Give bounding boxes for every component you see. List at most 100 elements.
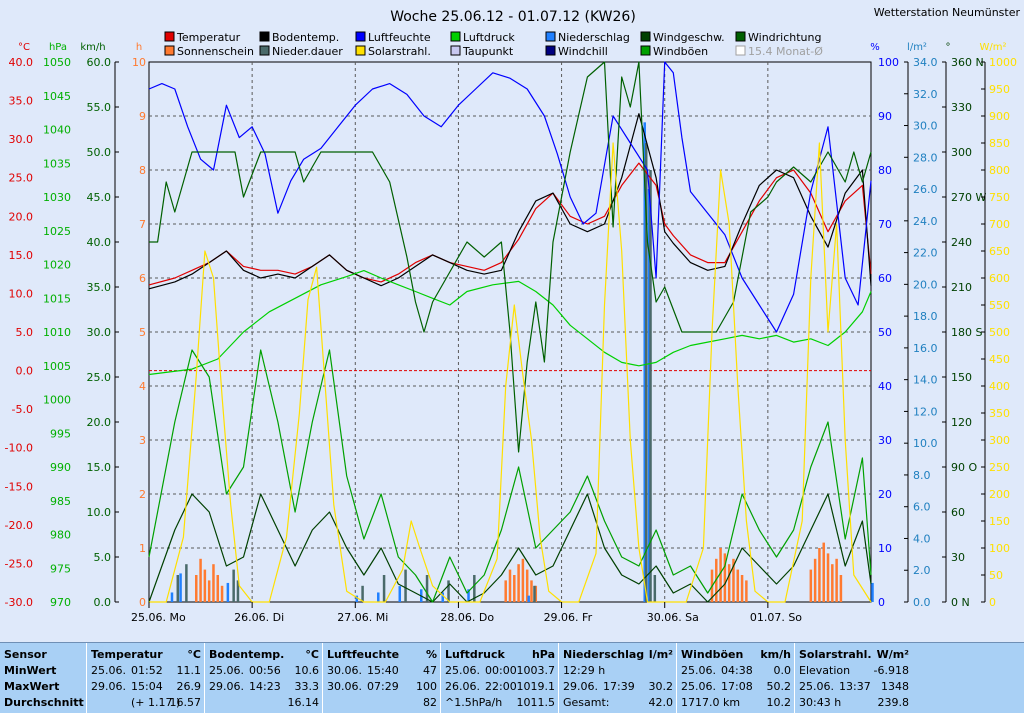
- axis-tick-humidity: 0: [878, 596, 885, 609]
- bar-Sonnenschein: [831, 564, 834, 602]
- stats-date: 29.06.: [563, 680, 598, 693]
- stats-panel-header: Solarstrahl. W/m²: [799, 647, 909, 663]
- axis-tick-pressure: 1030: [43, 191, 71, 204]
- legend-label-Luftfeuchte: Luftfeuchte: [368, 31, 431, 44]
- series-line-Windrichtung: [149, 61, 872, 453]
- bar-Sonnenschein: [839, 575, 843, 602]
- legend-swatch-Solarstrahl.: [355, 45, 366, 56]
- legend-label-Temperatur: Temperatur: [176, 31, 241, 44]
- bar-Niederschlag: [647, 189, 651, 602]
- stats-panel-Luftfeuchte: Luftfeuchte% 30.06. 15:40 47 30.06. 07:29 100 8…: [322, 643, 441, 713]
- stats-value-row: Gesamt: 42.0: [563, 695, 673, 711]
- axis-tick-direction: 240: [951, 236, 972, 249]
- x-label: 30.06. Sa: [647, 611, 699, 624]
- stats-panel-title: Niederschlag: [563, 648, 645, 661]
- stats-time: 17:08: [721, 680, 753, 693]
- line-series: [148, 61, 872, 603]
- axis-tick-solar: 0: [989, 596, 996, 609]
- stats-panel-Windböen: Windböen km/h 25.06. 04:38 0.0 25.06. 17:08 50.…: [676, 643, 795, 713]
- axis-tick-rain: 14.0: [913, 374, 938, 387]
- legend-label-Sonnenschein: Sonnenschein: [177, 45, 254, 58]
- stats-date: 30.06.: [327, 664, 362, 677]
- stats-panel-title: Luftdruck: [445, 648, 505, 661]
- axis-tick-wind: 5.0: [94, 551, 112, 564]
- bar-Nieder.dauer: [404, 569, 407, 602]
- bar-Sonnenschein: [835, 558, 838, 602]
- series-line-Solarstrahl.: [149, 142, 872, 603]
- axis-tick-humidity: 10: [878, 542, 892, 555]
- stats-value: 1011.5: [516, 696, 556, 709]
- axis-tick-solar: 300: [989, 434, 1010, 447]
- bar-Niederschlag: [871, 582, 874, 602]
- stats-time: 00:00: [485, 664, 517, 677]
- stats-date: 29.06.: [91, 680, 126, 693]
- bar-Sonnenschein: [207, 580, 211, 602]
- axis-tick-hours: 7: [139, 218, 146, 231]
- bar-Niederschlag: [441, 592, 444, 602]
- stats-panel-Bodentemp.: Bodentemp. °C 25.06. 00:56 10.6 29.06. 14:23 33…: [204, 643, 323, 713]
- axis-tick-pressure: 1010: [43, 326, 71, 339]
- stats-value: 1348: [881, 680, 909, 693]
- stats-panel-title: Windböen: [681, 648, 744, 661]
- stats-date: 29.06.: [209, 680, 244, 693]
- stats-time: 14:23: [249, 680, 281, 693]
- legend-label-Windgeschw.: Windgeschw.: [653, 31, 725, 44]
- axis-tick-rain: 6.0: [913, 501, 931, 514]
- x-label: 25.06. Mo: [131, 611, 186, 624]
- x-axis-labels: 25.06. Mo 26.06. Di 27.06. Mi 28.06. Do 29.0…: [131, 602, 802, 624]
- axis-tick-solar: 50: [989, 569, 1003, 582]
- stats-value-row: 29.06. 14:23 33.3: [209, 679, 319, 695]
- axis-tick-temp: -15.0: [5, 480, 33, 493]
- stats-value-row: 25.06. 01:52 11.1: [91, 663, 201, 679]
- stats-time: 01:52: [131, 664, 163, 677]
- axis-tick-solar: 750: [989, 191, 1010, 204]
- axis-tick-wind: 25.0: [87, 371, 112, 384]
- series-line-Temperatur: [148, 162, 872, 286]
- stats-value: 50.2: [766, 680, 792, 693]
- bar-Sonnenschein: [508, 569, 512, 602]
- bar-series: [170, 122, 874, 603]
- bar-Nieder.dauer: [382, 575, 386, 602]
- stats-value: 33.3: [294, 680, 320, 693]
- legend-label-Luftdruck: Luftdruck: [463, 31, 515, 44]
- legend-swatch-Taupunkt: [450, 45, 461, 56]
- stats-date: 25.06.: [681, 680, 716, 693]
- x-label: 27.06. Mi: [337, 611, 388, 624]
- axis-tick-direction: 210: [951, 281, 972, 294]
- stats-panel-Luftdruck: Luftdruck hPa 25.06. 00:00 1003.7 26.06. 22:00…: [440, 643, 559, 713]
- label-sensor: Sensor: [4, 648, 47, 661]
- axis-tick-hours: 5: [139, 326, 146, 339]
- axis-tick-temp: 35.0: [9, 95, 34, 108]
- stats-value-row: 29.06. 17:39 30.2: [563, 679, 673, 695]
- bar-Sonnenschein: [195, 575, 198, 602]
- stats-value: 82: [423, 696, 437, 709]
- stats-date: 25.06.: [445, 664, 480, 677]
- legend-label-Windrichtung: Windrichtung: [748, 31, 821, 44]
- axis-tick-solar: 400: [989, 380, 1010, 393]
- legend-swatch-Luftfeuchte: [355, 31, 366, 42]
- axis-tick-pressure: 1040: [43, 124, 71, 137]
- legend-label-Solarstrahl.: Solarstrahl.: [368, 45, 431, 58]
- legend-label-Bodentemp.: Bodentemp.: [272, 31, 339, 44]
- axis-tick-temp: -5.0: [12, 403, 33, 416]
- bar-Sonnenschein: [521, 558, 525, 602]
- stats-time: 15:04: [131, 680, 163, 693]
- bar-Sonnenschein: [822, 542, 825, 602]
- bar-Nieder.dauer: [653, 575, 657, 602]
- axis-tick-hours: 2: [139, 488, 146, 501]
- stats-value: 16.14: [287, 696, 320, 709]
- axis-tick-humidity: 100: [878, 56, 899, 69]
- label-durchschnitt: Durchschnitt: [4, 696, 84, 709]
- legend-swatch-Bodentemp.: [259, 31, 270, 42]
- axis-tick-wind: 50.0: [87, 146, 112, 159]
- stats-date: Elevation: [799, 664, 851, 677]
- stats-value: 10.6: [294, 664, 320, 677]
- stats-panel-unit: °C: [305, 648, 319, 661]
- axis-tick-temp: -10.0: [5, 442, 33, 455]
- stats-time: 07:29: [367, 680, 399, 693]
- axis-tick-direction: 360 N: [951, 56, 984, 69]
- bar-Nieder.dauer: [533, 585, 536, 602]
- stats-date: 26.06.: [445, 680, 480, 693]
- stats-value-row: 25.06. 04:38 0.0: [681, 663, 791, 679]
